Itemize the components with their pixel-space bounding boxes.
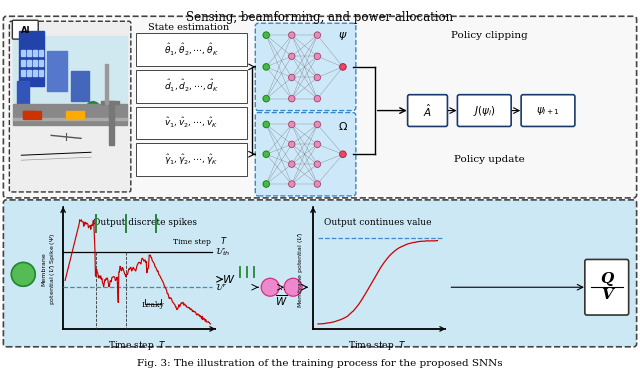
Bar [47, 51, 67, 91]
Text: $J(\psi_i)$: $J(\psi_i)$ [473, 103, 496, 118]
FancyBboxPatch shape [10, 21, 131, 192]
Bar [33, 60, 37, 66]
Bar [13, 104, 127, 125]
Circle shape [12, 262, 35, 286]
Circle shape [289, 121, 295, 128]
Text: Policy update: Policy update [454, 155, 525, 164]
FancyBboxPatch shape [3, 16, 637, 198]
Bar [33, 70, 37, 76]
Bar [23, 110, 41, 119]
Circle shape [289, 181, 295, 187]
Circle shape [263, 181, 269, 187]
FancyBboxPatch shape [136, 107, 247, 140]
Circle shape [289, 74, 295, 81]
Text: V: V [601, 288, 612, 302]
Bar [66, 110, 84, 119]
Circle shape [263, 121, 269, 128]
Text: $\mathcal{U}_{th}$: $\mathcal{U}_{th}$ [216, 245, 231, 258]
Circle shape [100, 105, 112, 116]
Bar [21, 50, 26, 56]
Bar [21, 70, 26, 76]
Circle shape [314, 141, 321, 147]
Circle shape [86, 102, 100, 116]
Text: $\hat{v}_1, \hat{v}_2, \cdots, \hat{v}_K$: $\hat{v}_1, \hat{v}_2, \cdots, \hat{v}_K… [164, 116, 219, 130]
Circle shape [314, 181, 321, 187]
Circle shape [314, 96, 321, 102]
Text: $\overline{W}$: $\overline{W}$ [275, 293, 287, 308]
Bar [19, 31, 44, 86]
Circle shape [314, 161, 321, 167]
Circle shape [263, 64, 269, 70]
Bar [39, 70, 44, 76]
Bar [13, 118, 127, 121]
Circle shape [289, 53, 295, 60]
FancyBboxPatch shape [255, 113, 356, 196]
Text: Time step  $T$: Time step $T$ [108, 339, 167, 352]
Text: Sensing, beamforming, and power allocation: Sensing, beamforming, and power allocati… [186, 11, 454, 24]
Text: Membrane potential ($\mathcal{U}$): Membrane potential ($\mathcal{U}$) [295, 231, 305, 308]
FancyBboxPatch shape [136, 143, 247, 176]
Bar [105, 64, 108, 104]
Circle shape [289, 32, 295, 38]
Bar [28, 60, 31, 66]
Bar [71, 71, 89, 101]
Bar [101, 101, 119, 104]
Text: Membrane
potential ($\mathcal{U}$) Spike ($\Psi$): Membrane potential ($\mathcal{U}$) Spike… [41, 233, 58, 305]
Text: $\psi$: $\psi$ [339, 30, 348, 42]
Text: Time step: Time step [173, 238, 211, 246]
Text: ...: ... [276, 282, 285, 292]
Text: Policy clipping: Policy clipping [451, 31, 527, 40]
Bar [33, 50, 37, 56]
Text: $\mathcal{U}^r$: $\mathcal{U}^r$ [216, 281, 228, 293]
FancyBboxPatch shape [408, 95, 447, 126]
FancyBboxPatch shape [255, 23, 356, 110]
Text: $\hat{A}$: $\hat{A}$ [423, 102, 432, 119]
Bar [39, 50, 44, 56]
FancyBboxPatch shape [458, 95, 511, 126]
Text: $W$: $W$ [221, 273, 235, 285]
Circle shape [284, 278, 302, 296]
Text: Time step  $T$: Time step $T$ [348, 339, 407, 352]
Circle shape [340, 151, 346, 157]
Bar [39, 60, 44, 66]
Circle shape [289, 96, 295, 102]
Circle shape [261, 278, 279, 296]
Text: $T$: $T$ [220, 235, 228, 246]
Text: Fig. 3: The illustration of the training process for the proposed SNNs: Fig. 3: The illustration of the training… [137, 359, 503, 368]
Bar [13, 36, 127, 106]
Circle shape [314, 32, 321, 38]
FancyBboxPatch shape [521, 95, 575, 126]
FancyBboxPatch shape [585, 259, 628, 315]
Bar [23, 110, 35, 115]
Circle shape [314, 53, 321, 60]
Bar [109, 101, 114, 145]
Circle shape [314, 74, 321, 81]
Text: AI: AI [20, 26, 30, 35]
Bar [21, 60, 26, 66]
FancyBboxPatch shape [136, 33, 247, 66]
FancyBboxPatch shape [136, 70, 247, 103]
Circle shape [289, 141, 295, 147]
Text: $\hat{\gamma}_1, \hat{\gamma}_2, \cdots, \hat{\gamma}_K$: $\hat{\gamma}_1, \hat{\gamma}_2, \cdots,… [164, 153, 219, 167]
Circle shape [314, 121, 321, 128]
Text: Leaky: Leaky [141, 301, 164, 309]
Text: State estimation: State estimation [148, 23, 229, 32]
Text: Output continues value: Output continues value [324, 218, 431, 227]
Text: Output discrete spikes: Output discrete spikes [93, 218, 197, 227]
Circle shape [263, 151, 269, 157]
Circle shape [289, 161, 295, 167]
Circle shape [263, 96, 269, 102]
Text: Q: Q [600, 272, 613, 286]
Bar [17, 81, 29, 106]
Text: $\hat{d}_1, \hat{d}_2, \cdots, \hat{d}_K$: $\hat{d}_1, \hat{d}_2, \cdots, \hat{d}_K… [164, 78, 220, 94]
FancyBboxPatch shape [12, 20, 38, 39]
Bar [28, 50, 31, 56]
Text: $\Omega$: $\Omega$ [338, 119, 348, 131]
FancyBboxPatch shape [3, 200, 637, 347]
Text: $\hat{\theta}_1, \hat{\theta}_2, \cdots, \hat{\theta}_K$: $\hat{\theta}_1, \hat{\theta}_2, \cdots,… [164, 41, 219, 58]
Text: $\psi_{i+1}$: $\psi_{i+1}$ [536, 105, 560, 116]
Circle shape [263, 32, 269, 38]
Circle shape [340, 64, 346, 70]
Bar [28, 70, 31, 76]
